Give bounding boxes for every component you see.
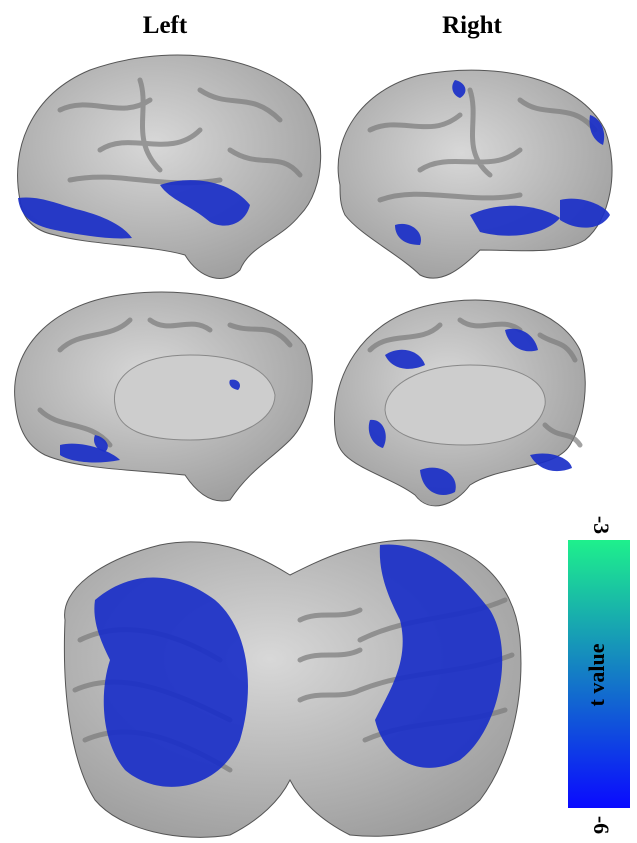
colorbar-max-label: -3 (589, 516, 614, 534)
colorbar-min-label: -6 (589, 816, 614, 834)
right-medial-brain (334, 300, 585, 506)
colorbar-title: t value (584, 643, 609, 706)
right-heading: Right (442, 12, 502, 39)
right-lateral-brain (338, 70, 612, 278)
left-medial-brain (15, 292, 313, 501)
left-heading: Left (143, 12, 188, 39)
left-lateral-brain (18, 55, 321, 278)
figure: Left Right (0, 0, 637, 843)
cerebellum (64, 540, 521, 837)
